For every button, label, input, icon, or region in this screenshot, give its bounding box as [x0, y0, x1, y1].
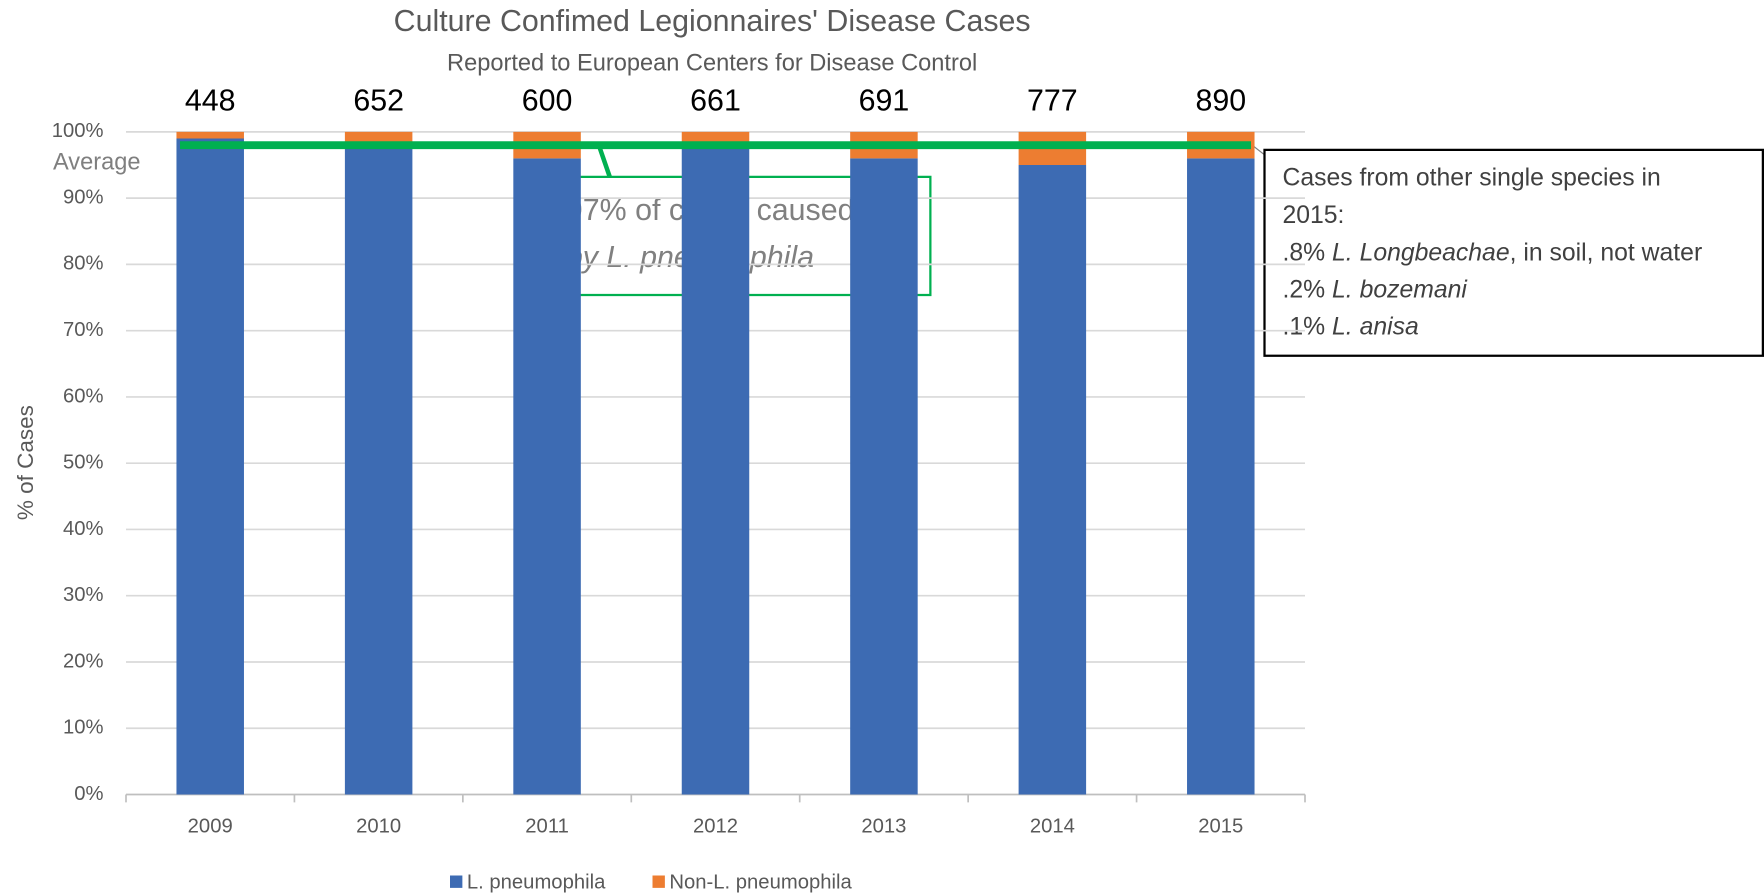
note-species: L. Longbeachae: [1332, 239, 1510, 266]
note-percent: .8%: [1283, 239, 1326, 266]
total-label: 652: [353, 85, 404, 118]
total-label: 890: [1195, 85, 1246, 118]
bar-segment: [513, 158, 581, 795]
bar-segment: [850, 158, 918, 795]
bar-segment: [344, 141, 413, 795]
note-item: .2% L. bozemani: [1283, 276, 1469, 303]
x-tick-label: 2011: [525, 815, 569, 837]
y-tick-label: 40%: [63, 518, 104, 540]
legend-swatch: [450, 875, 463, 888]
x-tick-label: 2012: [693, 815, 738, 837]
bar-segment: [681, 131, 750, 142]
legend-swatch: [652, 875, 665, 888]
y-axis-title: % of Cases: [13, 405, 38, 520]
bar-segment: [1187, 158, 1255, 795]
x-tick-label: 2014: [1030, 815, 1075, 837]
note-item: .1% L. anisa: [1283, 313, 1419, 340]
y-tick-label: 60%: [63, 385, 104, 407]
callout-connector: [596, 143, 612, 178]
x-tick-label: 2013: [861, 815, 906, 837]
x-tick-label: 2010: [356, 815, 401, 837]
y-tick-label: 70%: [63, 319, 104, 341]
bar-segment: [176, 138, 244, 795]
y-tick-label: 90%: [63, 186, 104, 208]
bar-segment: [344, 131, 413, 142]
total-label: 448: [185, 85, 236, 118]
total-label: 600: [522, 85, 573, 118]
y-tick-label: 30%: [63, 584, 104, 606]
y-tick-label: 50%: [63, 452, 104, 474]
bar-segment: [681, 141, 750, 795]
y-tick-label: 100%: [52, 120, 104, 142]
x-tick-label: 2015: [1198, 815, 1243, 837]
legend-label: Non-L. pneumophila: [669, 872, 852, 894]
total-label: 691: [859, 85, 910, 118]
note-heading: Cases from other single species in: [1283, 165, 1661, 192]
note: Cases from other single species in 2015:.…: [1283, 165, 1703, 341]
y-tick-label: 20%: [63, 650, 104, 672]
note-percent: .2%: [1283, 276, 1326, 303]
bar-segment: [176, 131, 244, 139]
chart-title: Culture Confimed Legionnaires' Disease C…: [394, 5, 1031, 38]
y-tick-label: 80%: [63, 253, 104, 275]
note-item: .8% L. Longbeachae, in soil, not water: [1283, 239, 1703, 266]
y-tick-label: 10%: [63, 717, 104, 739]
note-heading: 2015:: [1283, 202, 1345, 229]
note-species: L. anisa: [1332, 313, 1419, 340]
total-label: 777: [1027, 85, 1078, 118]
plot: 0% 10% 20% 30% 40% 50% 60% 70% 80% 90% 100% 2009 448…: [52, 85, 1306, 837]
chart-subtitle: Reported to European Centers for Disease…: [447, 51, 977, 77]
bar-segment: [1018, 165, 1087, 795]
total-label: 661: [690, 85, 741, 118]
x-tick-label: 2009: [188, 815, 233, 837]
note-detail: , in soil, not water: [1510, 239, 1703, 266]
average-label: Average: [53, 150, 141, 176]
legend-label: L. pneumophila: [467, 872, 606, 894]
note-box: [1263, 148, 1764, 357]
y-tick-label: 0%: [74, 783, 103, 805]
note-percent: .1%: [1283, 313, 1326, 340]
note-species: L. bozemani: [1332, 276, 1468, 303]
